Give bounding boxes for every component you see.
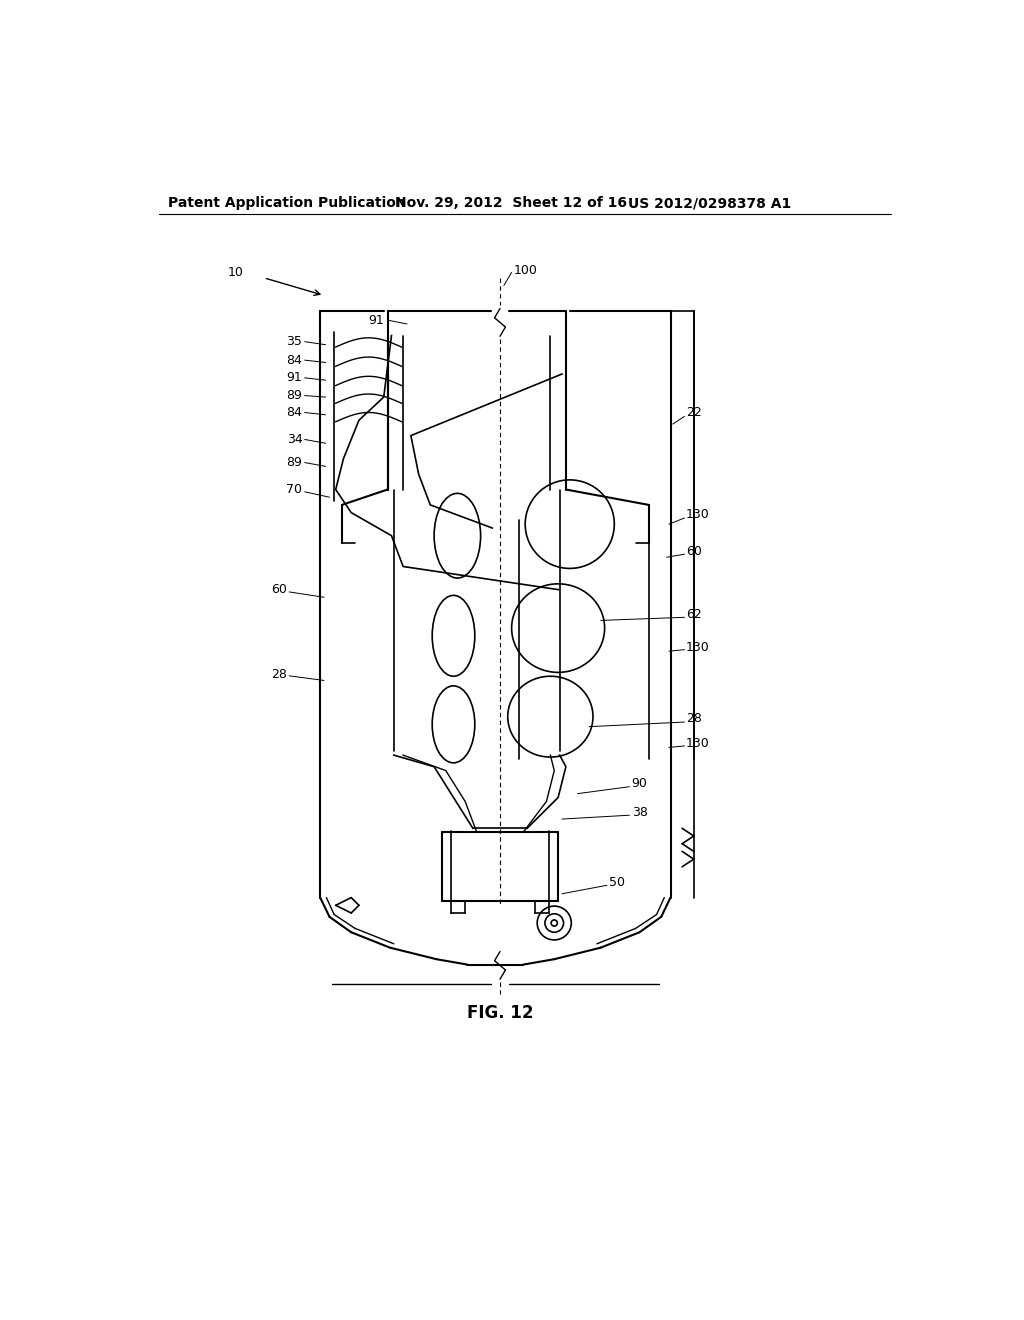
Text: 28: 28 (686, 713, 701, 726)
Text: 84: 84 (287, 407, 302, 418)
Text: 60: 60 (271, 583, 287, 597)
Text: 50: 50 (608, 875, 625, 888)
Text: 91: 91 (368, 314, 384, 326)
Text: Patent Application Publication: Patent Application Publication (168, 197, 407, 210)
Text: 62: 62 (686, 607, 701, 620)
Text: 35: 35 (287, 335, 302, 348)
Text: 91: 91 (287, 371, 302, 384)
Text: Nov. 29, 2012  Sheet 12 of 16: Nov. 29, 2012 Sheet 12 of 16 (395, 197, 628, 210)
Text: 130: 130 (686, 508, 710, 520)
Text: 130: 130 (686, 640, 710, 653)
Text: 34: 34 (287, 433, 302, 446)
Text: 130: 130 (686, 737, 710, 750)
Text: 10: 10 (227, 265, 243, 279)
Text: 89: 89 (287, 389, 302, 403)
Text: 100: 100 (514, 264, 538, 277)
Text: 70: 70 (287, 483, 302, 496)
Text: 89: 89 (287, 455, 302, 469)
Text: 90: 90 (632, 777, 647, 791)
Text: 38: 38 (632, 807, 647, 820)
Text: 22: 22 (686, 407, 701, 418)
Text: FIG. 12: FIG. 12 (467, 1005, 534, 1022)
Text: 60: 60 (686, 545, 701, 557)
Text: US 2012/0298378 A1: US 2012/0298378 A1 (628, 197, 792, 210)
Text: 84: 84 (287, 354, 302, 367)
Text: 28: 28 (271, 668, 287, 681)
